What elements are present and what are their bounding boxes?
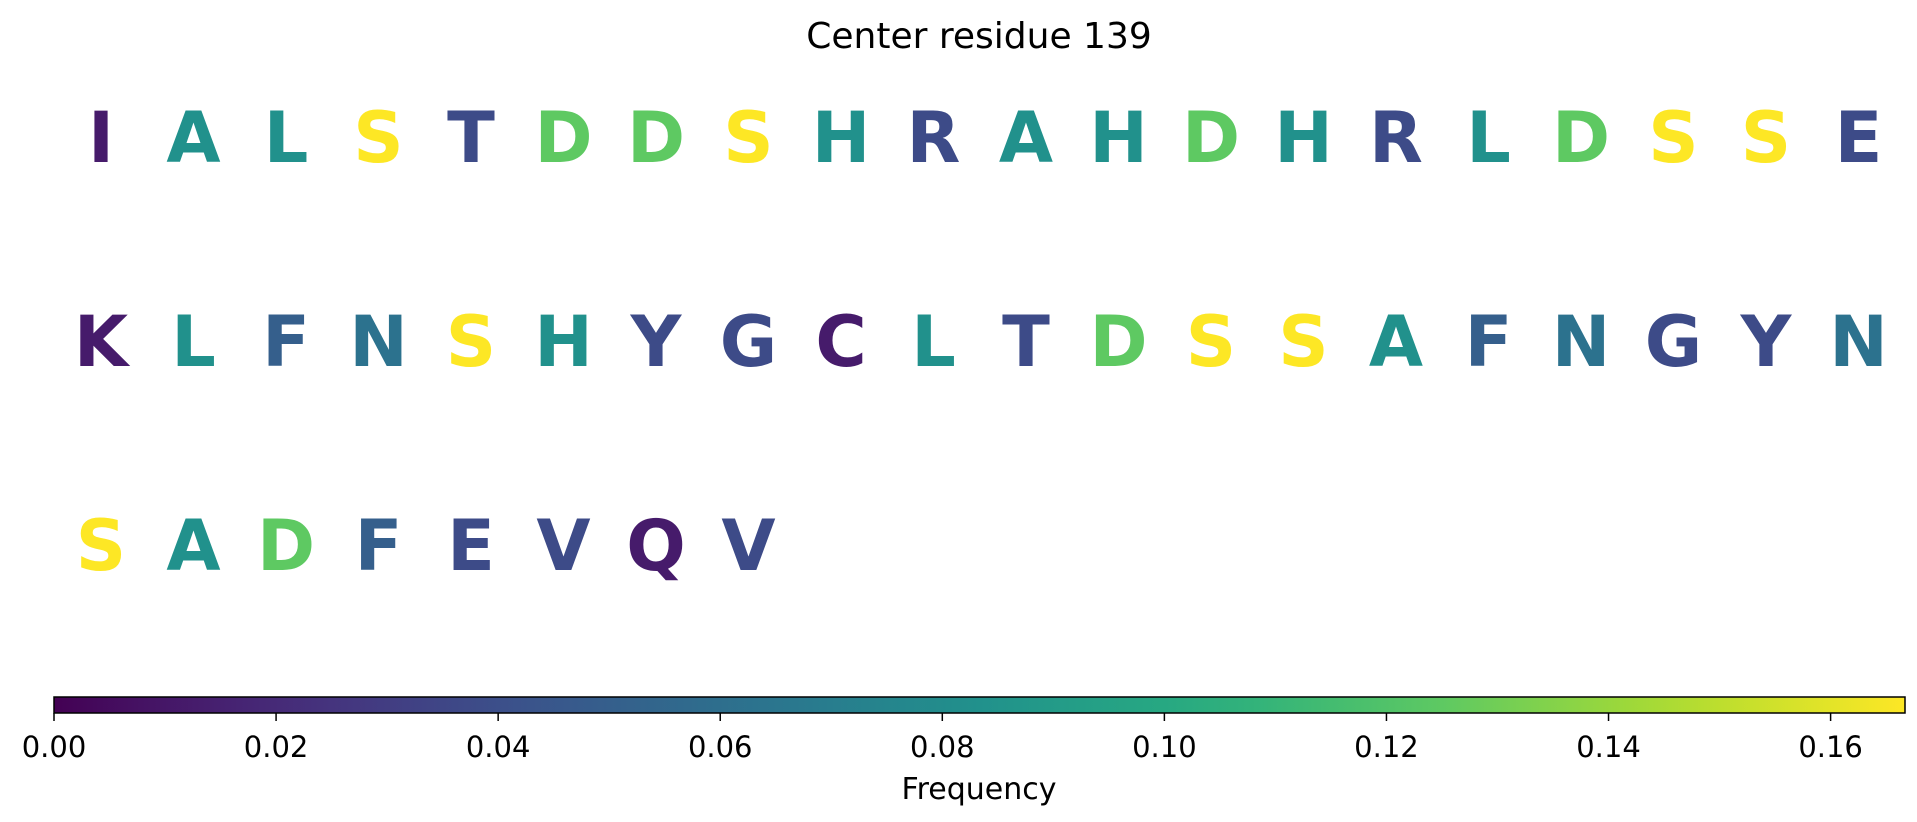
residue-letter: C bbox=[815, 301, 866, 383]
residue-letter: G bbox=[720, 301, 777, 383]
colorbar-tick-label: 0.02 bbox=[244, 730, 309, 764]
residue-letter: V bbox=[721, 505, 775, 587]
residue-letter: R bbox=[1369, 97, 1423, 179]
residue-letter: N bbox=[349, 301, 408, 383]
residue-letter: L bbox=[171, 301, 216, 383]
chart-title: Center residue 139 bbox=[806, 16, 1152, 57]
colorbar-tick-label: 0.10 bbox=[1132, 730, 1197, 764]
colorbar: 0.00 0.02 0.04 0.06 0.08 0.10 0.12 0.14 0.16 Fre… bbox=[22, 696, 1906, 807]
residue-letter: D bbox=[257, 505, 315, 587]
residue-letter: S bbox=[1186, 301, 1236, 383]
residue-letter: L bbox=[1466, 97, 1511, 179]
colorbar-label: Frequency bbox=[902, 772, 1057, 807]
residue-letter: H bbox=[812, 97, 871, 179]
residue-letter: L bbox=[911, 301, 956, 383]
colorbar-gradient bbox=[53, 696, 1906, 714]
residue-letter: A bbox=[999, 97, 1053, 179]
residue-letter: F bbox=[355, 505, 403, 587]
residue-letter: I bbox=[88, 97, 114, 179]
residue-letter: T bbox=[1002, 301, 1050, 383]
residue-letter: S bbox=[723, 97, 773, 179]
residue-letter: L bbox=[264, 97, 309, 179]
residue-letter: D bbox=[627, 97, 685, 179]
residue-letter: S bbox=[1278, 301, 1328, 383]
residue-letter: S bbox=[1741, 97, 1791, 179]
residue-letter: R bbox=[907, 97, 961, 179]
residue-letter: D bbox=[1552, 97, 1610, 179]
residue-letter: S bbox=[1648, 97, 1698, 179]
colorbar-tick-label: 0.16 bbox=[1798, 730, 1863, 764]
residue-letter: S bbox=[76, 505, 126, 587]
residue-letter: D bbox=[1182, 97, 1240, 179]
residue-letter: S bbox=[446, 301, 496, 383]
residue-letter: Q bbox=[626, 505, 686, 587]
residue-letter: N bbox=[1829, 301, 1888, 383]
colorbar-tick-label: 0.04 bbox=[466, 730, 531, 764]
residue-letter: H bbox=[1089, 97, 1148, 179]
residue-letter: H bbox=[534, 301, 593, 383]
residue-letter: S bbox=[353, 97, 403, 179]
colorbar-tick-label: 0.06 bbox=[688, 730, 753, 764]
residue-letter: A bbox=[166, 97, 220, 179]
residue-letter: G bbox=[1645, 301, 1702, 383]
residue-letter: K bbox=[74, 301, 131, 383]
residue-letter: A bbox=[1369, 301, 1423, 383]
residue-letter: F bbox=[262, 301, 310, 383]
colorbar-tick-label: 0.00 bbox=[22, 730, 87, 764]
residue-letter: E bbox=[447, 505, 495, 587]
colorbar-ticks: 0.00 0.02 0.04 0.06 0.08 0.10 0.12 0.14 0.16 bbox=[22, 713, 1863, 764]
residue-letter: F bbox=[1465, 301, 1513, 383]
colorbar-tick-label: 0.14 bbox=[1576, 730, 1641, 764]
residue-letter: N bbox=[1552, 301, 1611, 383]
residue-letter: D bbox=[1089, 301, 1147, 383]
residue-letter: H bbox=[1274, 97, 1333, 179]
residue-letter: D bbox=[534, 97, 592, 179]
residue-letter: E bbox=[1835, 97, 1883, 179]
residue-letter: V bbox=[536, 505, 590, 587]
residue-letter: A bbox=[166, 505, 220, 587]
colorbar-tick-label: 0.08 bbox=[910, 730, 975, 764]
colorbar-tick-label: 0.12 bbox=[1354, 730, 1419, 764]
sequence-letters: I A L S T D D S H R A H D H R L D S S EK L F N S H Y G C L T D S S A F N G Y N… bbox=[74, 97, 1888, 587]
residue-letter: T bbox=[447, 97, 495, 179]
residue-letter: Y bbox=[1740, 301, 1793, 383]
residue-letter: Y bbox=[630, 301, 683, 383]
